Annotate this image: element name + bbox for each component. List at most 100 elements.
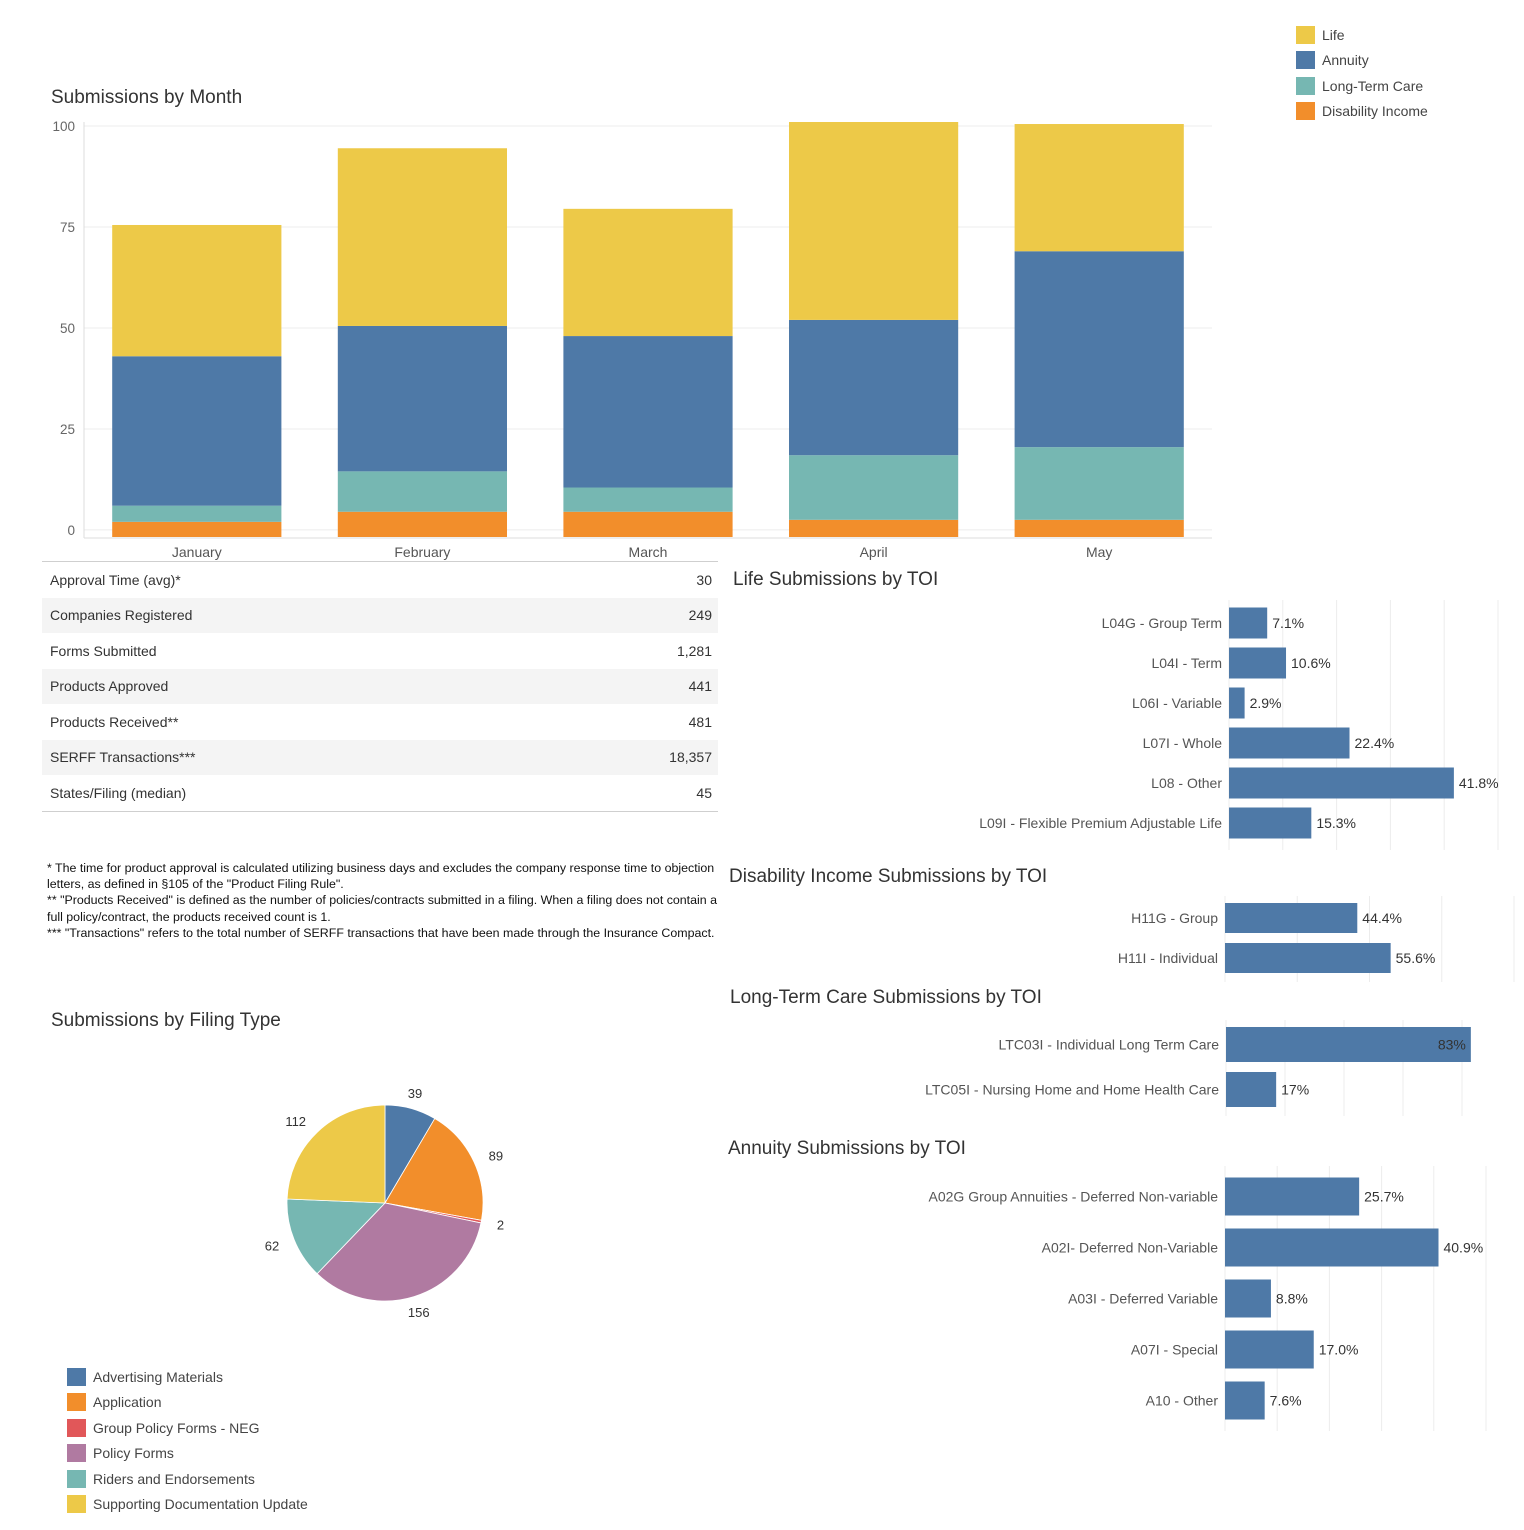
legend-item-supporting-docs[interactable]: Supporting Documentation Update	[67, 1492, 308, 1518]
bar	[1226, 1027, 1471, 1062]
bar-segment-annuity	[789, 319, 959, 456]
legend-label: Application	[93, 1394, 162, 1411]
bar-segment-disability-income	[1014, 519, 1184, 537]
y-tick-label: 25	[60, 422, 75, 437]
stats-row: Forms Submitted 1,281	[42, 633, 718, 669]
data-label: 40.9%	[1443, 1240, 1483, 1256]
category-label: LTC03I - Individual Long Term Care	[999, 1037, 1220, 1053]
data-label: 25.7%	[1364, 1189, 1404, 1205]
legend-label: Advertising Materials	[93, 1368, 223, 1385]
bar	[1225, 1228, 1439, 1267]
footnote-products-received: ** "Products Received" is defined as the…	[47, 893, 717, 924]
ltc-toi-chart: LTC03I - Individual Long Term Care 83% LTC…	[925, 1020, 1471, 1116]
category-label: L06I - Variable	[1132, 695, 1222, 711]
x-tick-label: February	[394, 544, 450, 560]
category-label: A02G Group Annuities - Deferred Non-vari…	[929, 1189, 1219, 1205]
category-label: A10 - Other	[1146, 1393, 1219, 1409]
bar-segment-long-term-care	[563, 487, 733, 512]
legend-item-advertising[interactable]: Advertising Materials	[67, 1364, 308, 1390]
legend-swatch	[67, 1367, 86, 1386]
legend-swatch	[1296, 102, 1315, 121]
category-label: A02I- Deferred Non-Variable	[1042, 1240, 1219, 1256]
legend-swatch	[1296, 51, 1315, 70]
data-label: 17.0%	[1319, 1342, 1359, 1358]
stats-row: Approval Time (avg)* 30	[42, 562, 718, 598]
legend-label: Annuity	[1322, 52, 1369, 69]
category-label: LTC05I - Nursing Home and Home Health Ca…	[925, 1082, 1219, 1098]
legend-swatch	[1296, 25, 1315, 44]
stats-label: Approval Time (avg)*	[50, 571, 181, 588]
x-tick-label: March	[629, 544, 668, 560]
di-chart-title: Disability Income Submissions by TOI	[729, 866, 1048, 887]
legend-item-annuity[interactable]: Annuity	[1296, 48, 1428, 74]
stats-value: 441	[688, 678, 712, 695]
stats-label: States/Filing (median)	[50, 784, 187, 801]
x-tick-label: May	[1086, 544, 1112, 560]
bar-segment-long-term-care	[1014, 447, 1184, 520]
legend-swatch	[67, 1418, 86, 1437]
stats-row: Products Received** 481	[42, 704, 718, 740]
category-label: L04I - Term	[1151, 655, 1222, 671]
pie-slice-riders-and-endorsements	[286, 1198, 386, 1275]
data-label: 44.4%	[1362, 910, 1402, 926]
pie-legend: Advertising Materials Application Group …	[67, 1364, 308, 1517]
x-tick-label: April	[860, 544, 888, 560]
bar	[1225, 1330, 1314, 1369]
stats-table: Approval Time (avg)* 30 Companies Registe…	[42, 561, 718, 812]
pie-data-label: 2	[497, 1218, 504, 1233]
stats-label: SERFF Transactions***	[50, 749, 196, 766]
legend-swatch	[67, 1393, 86, 1412]
bar-segment-life	[563, 208, 733, 337]
stats-value: 45	[696, 784, 712, 801]
legend-label: Supporting Documentation Update	[93, 1496, 308, 1513]
legend-item-ltc[interactable]: Long-Term Care	[1296, 73, 1428, 99]
bar	[1229, 647, 1287, 679]
bar	[1229, 607, 1268, 639]
life-chart-title: Life Submissions by TOI	[733, 569, 939, 590]
category-label: L04G - Group Term	[1102, 615, 1222, 631]
bar-segment-life	[337, 148, 507, 326]
data-label: 22.4%	[1355, 735, 1395, 751]
legend-swatch	[67, 1469, 86, 1488]
month-chart-title: Submissions by Month	[51, 87, 243, 108]
legend-swatch	[67, 1495, 86, 1514]
y-tick-label: 50	[60, 321, 75, 336]
data-label: 7.1%	[1272, 615, 1304, 631]
y-tick-label: 100	[52, 119, 75, 134]
bar	[1225, 903, 1358, 933]
legend-label: Policy Forms	[93, 1445, 174, 1462]
pie-data-label: 112	[285, 1114, 306, 1129]
legend-item-application[interactable]: Application	[67, 1390, 308, 1416]
legend-item-life[interactable]: Life	[1296, 22, 1428, 48]
data-label: 55.6%	[1396, 950, 1436, 966]
pie-data-label: 156	[408, 1305, 430, 1320]
footnote-transactions: *** "Transactions" refers to the total n…	[47, 925, 715, 940]
bar-segment-disability-income	[789, 519, 959, 537]
bar-segment-annuity	[337, 325, 507, 472]
category-label: H11G - Group	[1131, 910, 1218, 926]
category-label: L08 - Other	[1151, 775, 1222, 791]
legend-swatch	[67, 1444, 86, 1463]
data-label: 8.8%	[1276, 1291, 1308, 1307]
bar-segment-annuity	[1014, 251, 1184, 448]
pie-data-label: 62	[265, 1239, 279, 1254]
category-label: H11I - Individual	[1118, 950, 1218, 966]
legend-label: Group Policy Forms - NEG	[93, 1419, 260, 1436]
legend-item-riders[interactable]: Riders and Endorsements	[67, 1466, 308, 1492]
bar	[1225, 1279, 1271, 1318]
legend-item-group-neg[interactable]: Group Policy Forms - NEG	[67, 1415, 308, 1441]
legend-item-di[interactable]: Disability Income	[1296, 99, 1428, 125]
data-label: 17%	[1281, 1082, 1309, 1098]
stats-row: SERFF Transactions*** 18,357	[42, 739, 718, 775]
footnotes: * The time for product approval is calcu…	[47, 860, 727, 941]
data-label: 7.6%	[1270, 1393, 1302, 1409]
stats-label: Companies Registered	[50, 607, 193, 624]
month-chart: 0 25 50 75 100 January February March April May	[52, 119, 1212, 560]
pie-slice-policy-forms	[316, 1202, 482, 1302]
chart-legend: Life Annuity Long-Term Care Disability I…	[1296, 22, 1428, 124]
legend-item-policy-forms[interactable]: Policy Forms	[67, 1441, 308, 1467]
legend-label: Riders and Endorsements	[93, 1470, 255, 1487]
ltc-chart-title: Long-Term Care Submissions by TOI	[730, 987, 1042, 1008]
di-toi-chart: H11G - Group 44.4% H11I - Individual 55.6%	[1118, 896, 1515, 982]
stats-row: Products Approved 441	[42, 668, 718, 704]
